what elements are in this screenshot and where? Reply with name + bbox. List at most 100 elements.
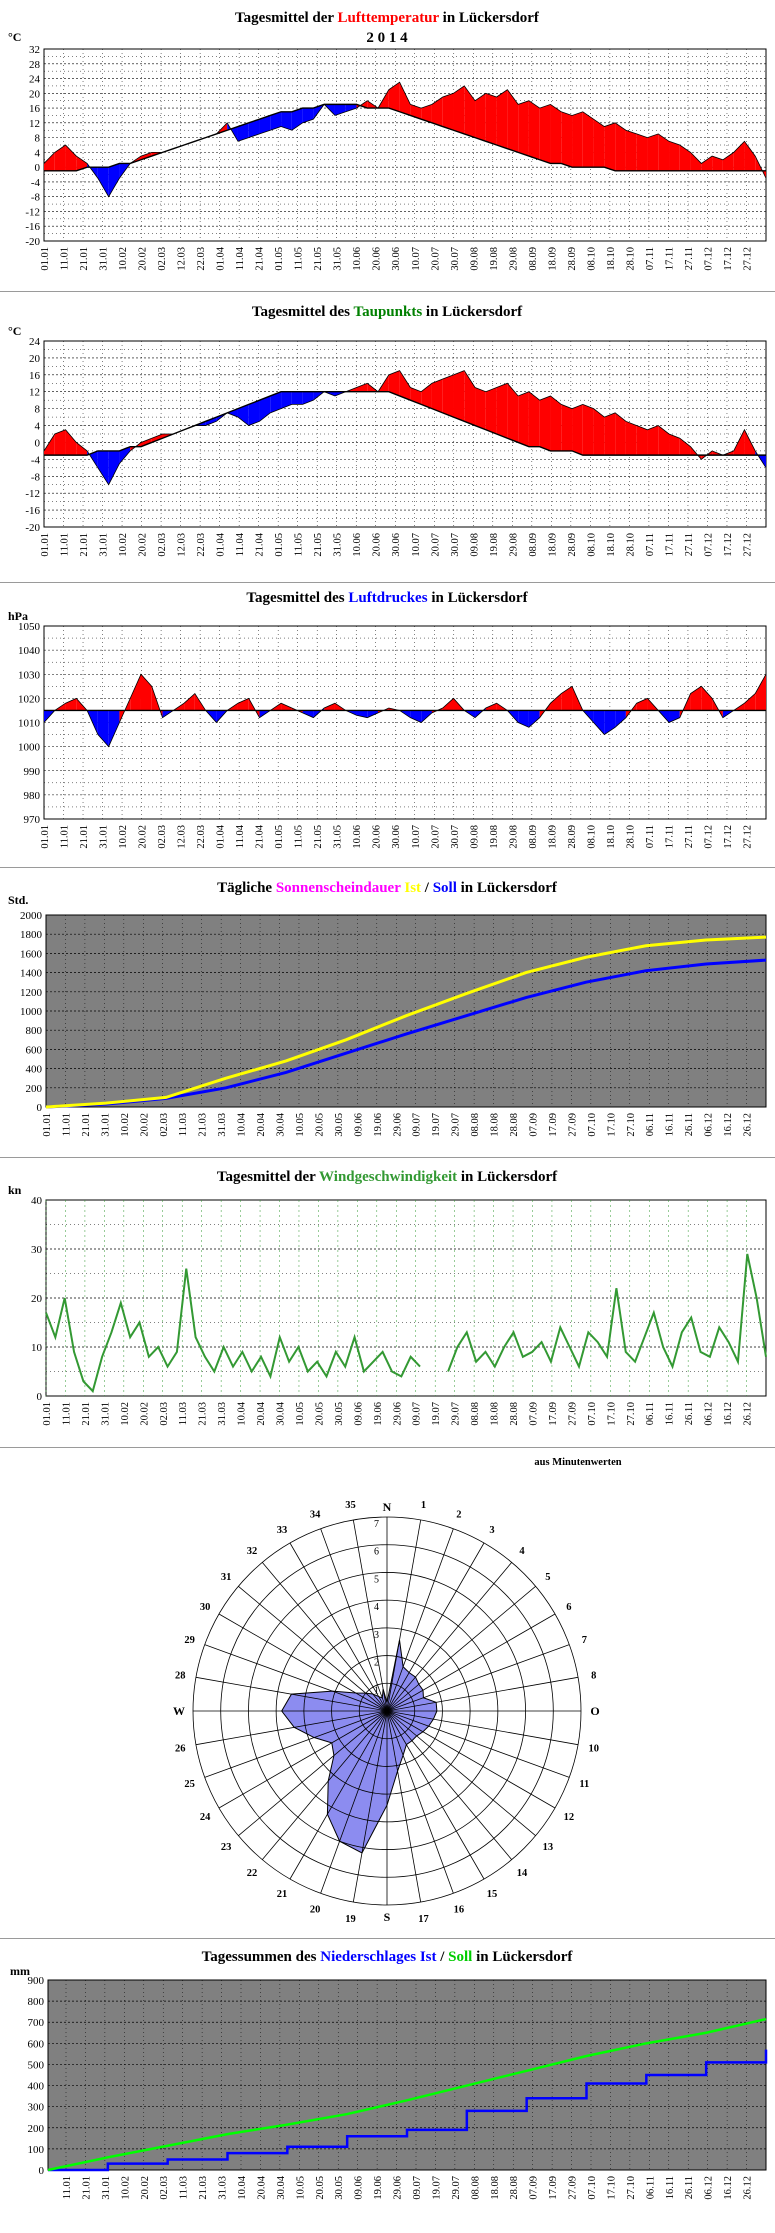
y-tick-label: -4 <box>31 177 41 189</box>
x-tick-label: 06.12 <box>704 1113 715 1137</box>
wind-speed-line <box>45 1268 421 1394</box>
x-tick-label: 17.12 <box>723 825 734 849</box>
y-tick-label: 800 <box>28 1996 45 2008</box>
rose-spoke <box>352 1519 388 1712</box>
rose-spoke <box>386 1519 422 1712</box>
rose-spoke <box>289 1710 388 1880</box>
ist-line <box>45 935 767 1109</box>
x-tick-label: 31.03 <box>218 2176 229 2200</box>
x-tick-label: 09.06 <box>354 2176 365 2200</box>
x-tick-label: 01.05 <box>274 825 285 849</box>
rose-spoke <box>386 1585 536 1712</box>
y-tick-label: 970 <box>24 814 41 826</box>
x-tick-label: 20.02 <box>139 1113 150 1137</box>
above-normal-area <box>593 119 605 168</box>
above-normal-area <box>237 698 249 711</box>
x-tick-label: 27.09 <box>568 2176 579 2200</box>
x-tick-label: 30.05 <box>334 2176 345 2200</box>
pressure-panel: Tagesmittel des Luftdruckes in Lückersdo… <box>0 584 775 866</box>
x-tick-label: 21.01 <box>79 247 90 271</box>
above-normal-area <box>701 156 713 171</box>
x-tick-label: 31.03 <box>217 1402 228 1426</box>
y-tick-label: 12 <box>29 387 40 399</box>
x-tick-label: 30.04 <box>276 2175 287 2199</box>
wind-title: Tagesmittel der Windgeschwindigkeit in L… <box>217 1169 558 1185</box>
x-tick-label: 28.09 <box>567 825 578 849</box>
x-tick-label: 08.09 <box>528 247 539 271</box>
y-tick-label: 32 <box>29 44 40 56</box>
above-normal-area <box>324 703 335 711</box>
x-tick-label: 18.08 <box>490 2176 501 2200</box>
y-tick-label: -12 <box>25 206 40 218</box>
above-normal-area <box>496 89 508 149</box>
below-normal-area <box>119 446 131 464</box>
x-tick-label: 29.07 <box>451 1402 462 1426</box>
x-tick-label: 10.02 <box>118 825 129 849</box>
x-tick-label: 10.04 <box>237 2175 248 2199</box>
x-tick-label: 11.01 <box>61 1402 72 1425</box>
above-normal-area <box>647 133 659 171</box>
sector-label: 23 <box>221 1842 232 1853</box>
dewpoint-title: Tagesmittel des Taupunkts in Lückersdorf <box>252 304 523 320</box>
x-tick-label: 28.10 <box>625 247 636 271</box>
sector-label: 30 <box>200 1602 211 1613</box>
x-tick-label: 30.06 <box>391 825 402 849</box>
x-tick-label: 01.05 <box>274 247 285 271</box>
ring-label: 2 <box>374 1658 379 1669</box>
x-tick-label: 21.01 <box>81 1113 92 1137</box>
x-tick-label: 07.10 <box>587 1113 598 1137</box>
x-tick-label: 10.02 <box>120 1402 131 1426</box>
x-tick-label: 01.04 <box>216 532 227 556</box>
rose-spoke <box>386 1613 556 1712</box>
x-tick-label: 09.08 <box>469 533 480 557</box>
y-tick-label: -12 <box>25 488 40 500</box>
above-normal-area <box>76 156 88 171</box>
y-tick-label: 980 <box>24 790 41 802</box>
y-tick-label: 40 <box>31 1195 43 1207</box>
sector-label: 7 <box>582 1635 587 1646</box>
x-tick-label: 16.11 <box>665 2176 676 2199</box>
sector-label: 12 <box>564 1812 575 1823</box>
x-tick-label: 19.06 <box>373 2176 384 2200</box>
x-tick-label: 07.12 <box>703 533 714 557</box>
above-normal-area <box>431 379 443 413</box>
x-tick-label: 06.11 <box>645 1113 656 1136</box>
x-tick-label: 09.08 <box>469 825 480 849</box>
above-normal-area <box>496 383 508 439</box>
rose-spoke <box>204 1710 388 1778</box>
x-tick-label: 01.01 <box>42 1402 53 1426</box>
sunshine-unit: Std. <box>8 893 28 907</box>
x-tick-label: 16.11 <box>665 1113 676 1136</box>
x-tick-label: 19.07 <box>431 1402 442 1426</box>
separator <box>0 582 775 583</box>
x-tick-label: 20.04 <box>256 1112 267 1136</box>
y-tick-label: 400 <box>26 1064 43 1076</box>
x-tick-label: 01.01 <box>40 247 51 271</box>
y-tick-label: 1030 <box>18 669 41 681</box>
x-tick-label: 08.09 <box>528 533 539 557</box>
y-tick-label: 1050 <box>18 621 41 633</box>
above-normal-area <box>561 686 573 711</box>
windrose-panel: aus Minutenwerten 1 2 3 4 5 6 7 N S W O 1 2 3 4 5 6 7 8 10 1… <box>0 1449 775 1937</box>
x-tick-label: 07.11 <box>645 825 656 848</box>
above-normal-area <box>550 395 562 451</box>
x-tick-label: 12.03 <box>177 825 188 849</box>
ring-label: 1 <box>374 1685 379 1696</box>
x-tick-label: 07.09 <box>528 1402 539 1426</box>
dewpoint-unit: °C <box>8 324 21 338</box>
sector-label: 8 <box>591 1671 596 1682</box>
below-normal-area <box>615 710 626 728</box>
sector-label: 34 <box>310 1510 321 1521</box>
x-tick-label: 30.04 <box>276 1112 287 1136</box>
x-tick-label: 20.04 <box>256 2175 267 2199</box>
y-tick-label: -16 <box>25 221 40 233</box>
y-tick-label: 1040 <box>18 645 41 657</box>
y-tick-label: 8 <box>35 404 41 416</box>
x-tick-label: 31.01 <box>99 825 110 849</box>
x-tick-label: 21.04 <box>255 824 266 848</box>
wind-distribution-polygon <box>281 1639 438 1854</box>
x-tick-label: 06.12 <box>704 2176 715 2200</box>
precipitation-chart: Tagessummen des Niederschlages Ist / Sol… <box>10 1949 768 2200</box>
